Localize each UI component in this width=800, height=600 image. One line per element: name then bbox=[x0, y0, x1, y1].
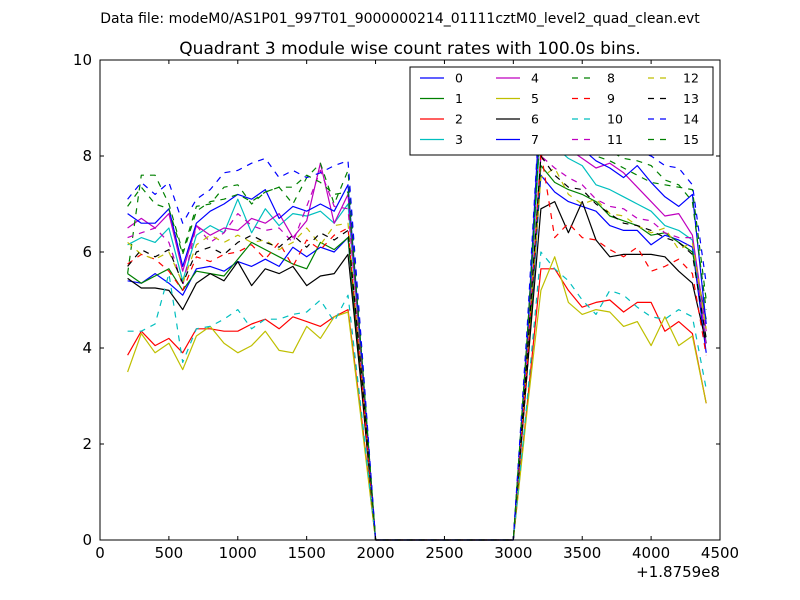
y-tick-label: 2 bbox=[82, 435, 92, 453]
x-tick-label: 4500 bbox=[701, 544, 739, 562]
legend-label-0: 0 bbox=[455, 71, 463, 86]
x-tick-label: 500 bbox=[155, 544, 184, 562]
legend-label-3: 3 bbox=[455, 132, 463, 147]
figure-suptitle: Data file: modeM0/AS1P01_997T01_90000002… bbox=[100, 11, 700, 27]
x-tick-label: 1000 bbox=[219, 544, 257, 562]
legend-label-8: 8 bbox=[607, 71, 615, 86]
legend-label-14: 14 bbox=[683, 112, 699, 127]
legend-label-1: 1 bbox=[455, 91, 463, 106]
legend-label-6: 6 bbox=[531, 112, 539, 127]
y-tick-label: 4 bbox=[82, 339, 92, 357]
x-tick-label: 3000 bbox=[494, 544, 532, 562]
plot-frame bbox=[99, 59, 721, 541]
legend-box bbox=[409, 66, 714, 156]
y-tick-label: 8 bbox=[82, 147, 92, 165]
series-11-line bbox=[127, 155, 707, 541]
legend-label-12: 12 bbox=[683, 71, 699, 86]
x-tick-label: 1500 bbox=[288, 544, 326, 562]
legend-label-15: 15 bbox=[683, 132, 699, 147]
legend-label-4: 4 bbox=[531, 71, 539, 86]
legend-label-10: 10 bbox=[607, 112, 623, 127]
y-tick-label: 10 bbox=[73, 51, 92, 69]
x-tick-label: 4000 bbox=[632, 544, 670, 562]
y-tick-label: 6 bbox=[82, 243, 92, 261]
chart-title: Quadrant 3 module wise count rates with … bbox=[179, 39, 640, 59]
x-tick-label: 2500 bbox=[425, 544, 463, 562]
series-15-line bbox=[127, 116, 707, 541]
legend-label-11: 11 bbox=[607, 132, 623, 147]
legend-label-9: 9 bbox=[607, 91, 615, 106]
x-tick-label: 3500 bbox=[563, 544, 601, 562]
x-tick-label: 0 bbox=[95, 544, 105, 562]
x-offset-label: +1.8759e8 bbox=[636, 563, 720, 581]
x-tick-label: 2000 bbox=[356, 544, 394, 562]
series-8-line bbox=[127, 112, 707, 541]
legend-label-7: 7 bbox=[531, 132, 539, 147]
y-tick-label: 0 bbox=[82, 531, 92, 549]
legend-label-5: 5 bbox=[531, 91, 539, 106]
legend-label-2: 2 bbox=[455, 112, 463, 127]
series-12-line bbox=[127, 167, 707, 541]
legend-label-13: 13 bbox=[683, 91, 699, 106]
x-axis: 0 500 1000 1500 2000 2500 3000 3500 4000 4500 bbox=[95, 60, 739, 562]
